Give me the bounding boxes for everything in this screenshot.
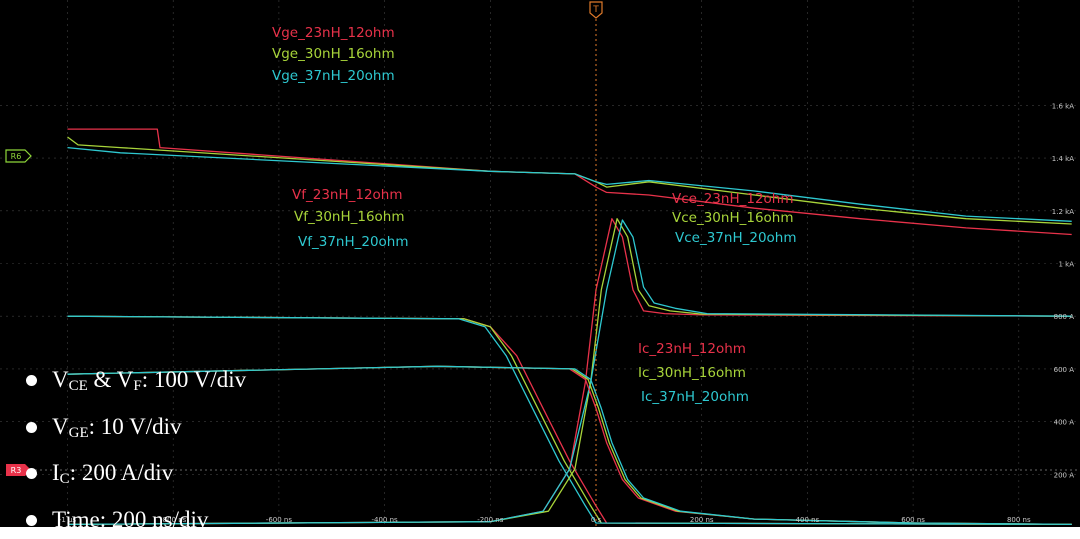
y-tick-label-4: 800 A bbox=[1054, 313, 1075, 321]
y-tick-label-6: 400 A bbox=[1054, 419, 1075, 427]
x-tick-label-3: -400 ns bbox=[371, 516, 398, 524]
trigger-marker-label: T bbox=[592, 5, 599, 15]
bullet-icon bbox=[26, 468, 37, 479]
ref-marker-r6-label: R6 bbox=[11, 152, 22, 161]
trace-label-Vce_23nH_12ohm: Vce_23nH_12ohm bbox=[672, 191, 794, 207]
bullet-icon bbox=[26, 515, 37, 526]
x-tick-label-4: -200 ns bbox=[477, 516, 504, 524]
x-tick-label-8: 600 ns bbox=[901, 516, 925, 524]
x-tick-label-7: 400 ns bbox=[796, 516, 820, 524]
y-tick-label-0: 1.6 kA bbox=[1052, 102, 1074, 110]
trace-label-Vce_37nH_20ohm: Vce_37nH_20ohm bbox=[675, 230, 797, 246]
bullet-icon bbox=[26, 422, 37, 433]
trace-label-Vge_30nH_16ohm: Vge_30nH_16ohm bbox=[272, 46, 395, 62]
trace-label-Ic_37nH_20ohm: Ic_37nH_20ohm bbox=[641, 389, 749, 405]
legend-item-time: Time: 200 ns/div bbox=[26, 500, 246, 539]
trace-label-Ic_30nH_16ohm: Ic_30nH_16ohm bbox=[638, 365, 746, 381]
y-tick-label-3: 1 kA bbox=[1058, 261, 1074, 269]
y-tick-label-5: 600 A bbox=[1054, 366, 1075, 374]
trace-label-Vf_30nH_16ohm: Vf_30nH_16ohm bbox=[294, 209, 405, 225]
trace-label-Vf_23nH_12ohm: Vf_23nH_12ohm bbox=[292, 187, 403, 203]
trace-label-Vge_37nH_20ohm: Vge_37nH_20ohm bbox=[272, 68, 395, 84]
scale-legend: VCE & VF: 100 V/div VGE: 10 V/div IC: 20… bbox=[26, 360, 246, 539]
x-tick-label-2: -600 ns bbox=[266, 516, 293, 524]
bullet-icon bbox=[26, 375, 37, 386]
ref-marker-r3-label: R3 bbox=[11, 466, 22, 475]
trace-label-Ic_23nH_12ohm: Ic_23nH_12ohm bbox=[638, 341, 746, 357]
legend-item-vce-vf: VCE & VF: 100 V/div bbox=[26, 360, 246, 407]
trace-label-Vge_23nH_12ohm: Vge_23nH_12ohm bbox=[272, 25, 395, 41]
legend-item-vge: VGE: 10 V/div bbox=[26, 407, 246, 454]
x-tick-label-6: 200 ns bbox=[690, 516, 714, 524]
y-tick-label-7: 200 A bbox=[1054, 471, 1075, 479]
trace-label-Vf_37nH_20ohm: Vf_37nH_20ohm bbox=[298, 234, 409, 250]
trace-label-Vce_30nH_16ohm: Vce_30nH_16ohm bbox=[672, 210, 794, 226]
y-tick-label-1: 1.4 kA bbox=[1052, 155, 1074, 163]
x-tick-label-9: 800 ns bbox=[1007, 516, 1031, 524]
y-tick-label-2: 1.2 kA bbox=[1052, 208, 1074, 216]
ref-marker-r6[interactable]: R6 bbox=[6, 150, 31, 162]
legend-item-ic: IC: 200 A/div bbox=[26, 453, 246, 500]
